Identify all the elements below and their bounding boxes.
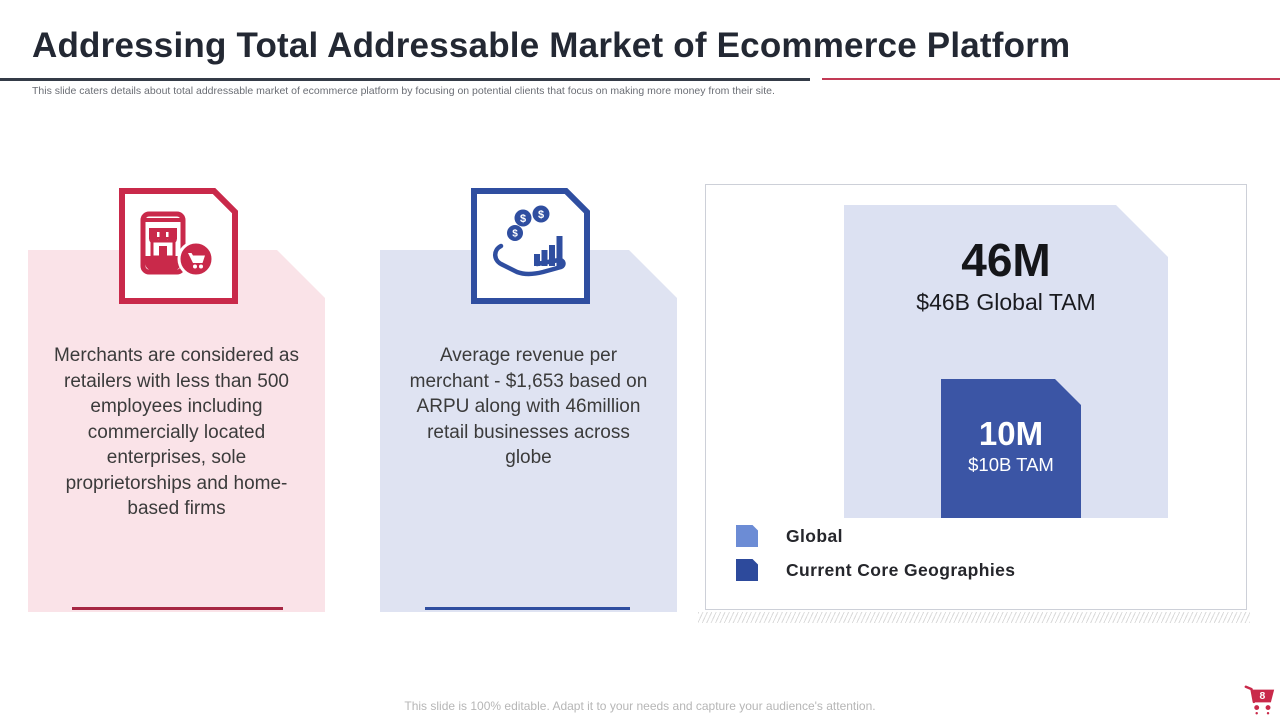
- title-underline-dark: [0, 78, 810, 81]
- tam-core-box: 10M $10B TAM: [941, 379, 1081, 518]
- hand-money-bars-icon: $ $ $: [471, 188, 590, 304]
- tam-chart-panel: 46M $46B Global TAM 10M $10B TAM Global …: [705, 184, 1247, 610]
- legend-swatch-core: [736, 559, 758, 581]
- legend-label-global: Global: [786, 525, 843, 546]
- mobile-storefront-cart-icon: [119, 188, 238, 304]
- tam-core-label: $10B TAM: [968, 454, 1054, 475]
- panel-hatch-shadow: [698, 612, 1250, 623]
- dollar-glyph: $: [538, 209, 544, 221]
- merchants-card: Merchants are considered as retailers wi…: [28, 250, 325, 612]
- editable-note: This slide is 100% editable. Adapt it to…: [404, 699, 876, 713]
- tam-core-value: 10M: [978, 415, 1044, 452]
- page-title: Addressing Total Addressable Market of E…: [32, 26, 1071, 65]
- shopping-cart-page-icon: 8: [1243, 683, 1277, 720]
- revenue-card: Average revenue per merchant - $1,653 ba…: [380, 250, 677, 612]
- title-underline-red: [822, 78, 1280, 80]
- legend-label-core: Current Core Geographies: [786, 559, 1016, 580]
- page-number: 8: [1259, 691, 1265, 702]
- dollar-glyph: $: [520, 213, 526, 225]
- tam-global-value: 46M: [961, 234, 1051, 286]
- legend-item-core: Current Core Geographies: [736, 559, 1015, 581]
- merchants-card-text: Merchants are considered as retailers wi…: [53, 345, 299, 519]
- tam-global-label: $46B Global TAM: [916, 289, 1096, 315]
- legend-item-global: Global: [736, 525, 843, 547]
- dollar-glyph: $: [512, 229, 518, 240]
- slide-description: This slide caters details about total ad…: [32, 85, 775, 97]
- merchants-card-underline: [72, 607, 283, 610]
- revenue-card-underline: [425, 607, 630, 610]
- legend-swatch-global: [736, 525, 758, 547]
- revenue-card-text: Average revenue per merchant - $1,653 ba…: [409, 345, 648, 468]
